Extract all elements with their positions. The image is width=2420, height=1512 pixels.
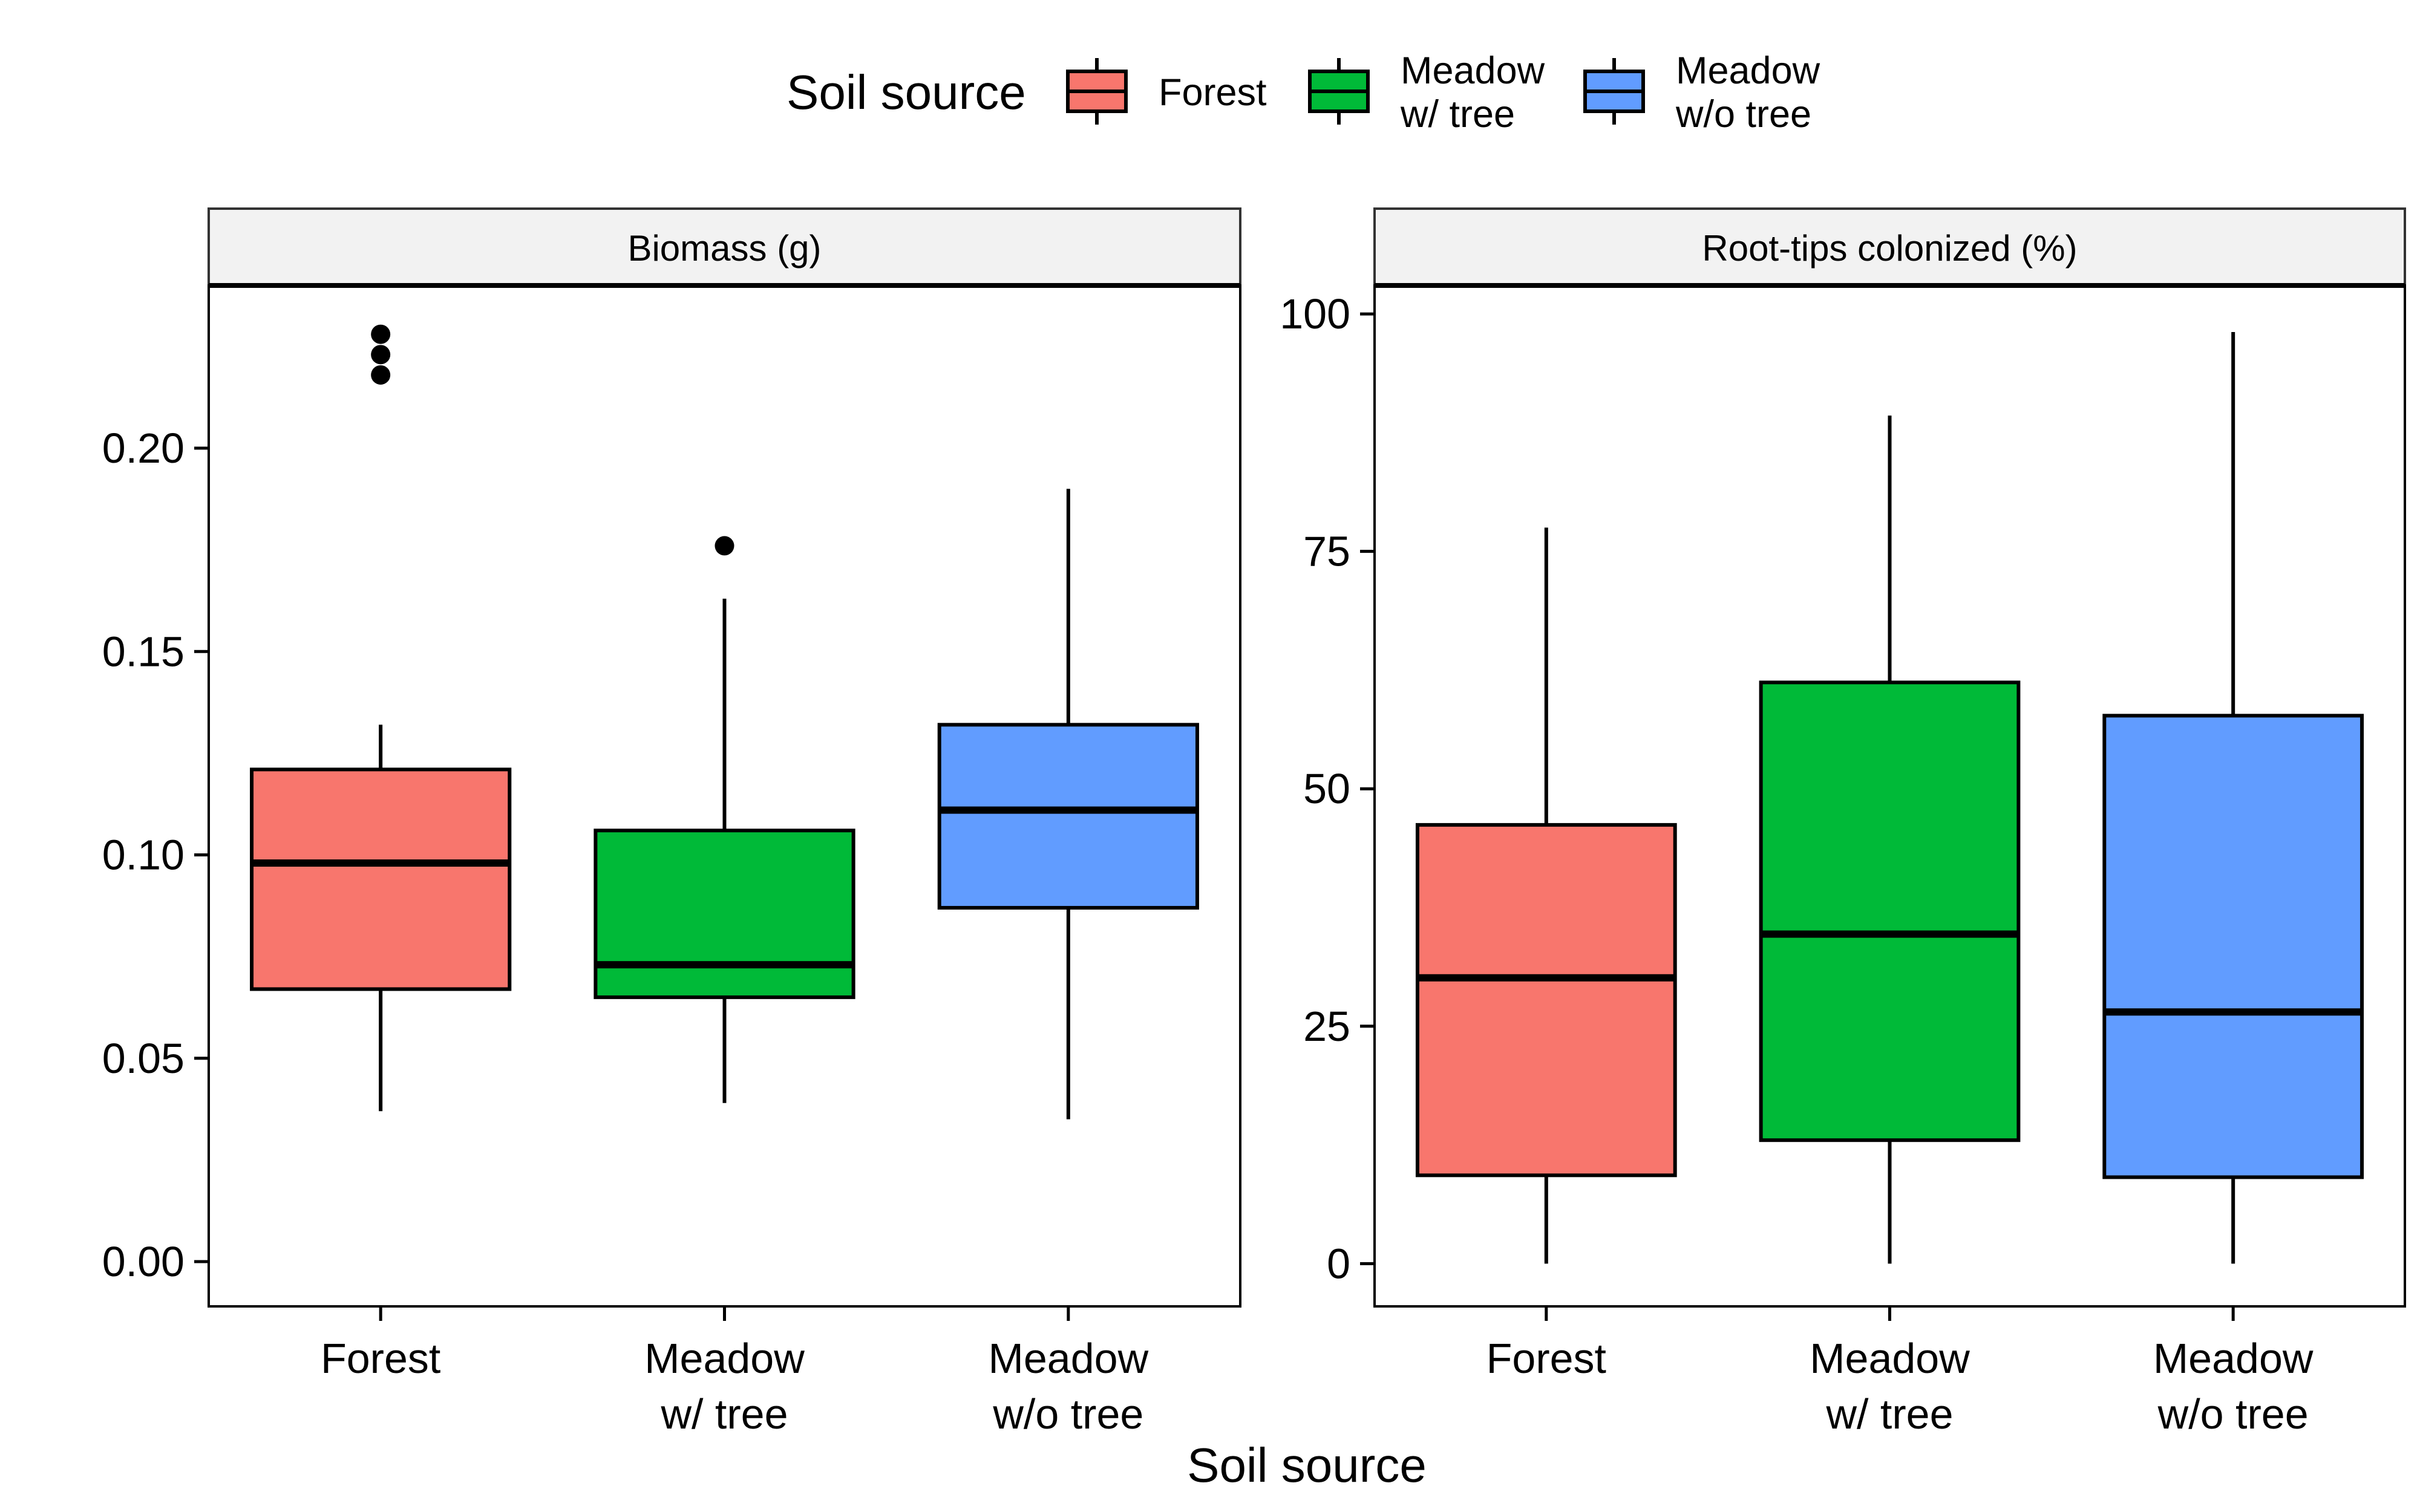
y-tick-label: 0.15 — [102, 628, 185, 675]
x-tick-label: Meadow — [2153, 1335, 2314, 1382]
box-group — [594, 536, 855, 1103]
x-tick-label: Forest — [321, 1335, 440, 1382]
x-tick-label: w/o tree — [992, 1390, 1143, 1438]
box-group — [1759, 415, 2021, 1264]
facet-strip — [208, 207, 1241, 287]
box-group — [1415, 527, 1677, 1264]
facet-title: Root-tips colonized (%) — [1702, 228, 2077, 269]
y-tick-label: 0.05 — [102, 1035, 185, 1082]
box — [594, 829, 855, 999]
outlier-point — [371, 345, 391, 365]
box — [2102, 714, 2364, 1179]
box — [250, 767, 512, 991]
box — [1759, 680, 2021, 1142]
y-tick-label: 0 — [1327, 1240, 1350, 1287]
y-tick-label: 0.20 — [102, 425, 185, 472]
x-tick-label: w/o tree — [2157, 1390, 2309, 1438]
legend-label: w/ tree — [1400, 93, 1515, 135]
outlier-point — [371, 324, 391, 344]
x-tick-label: Meadow — [1810, 1335, 1970, 1382]
x-tick-label: Meadow — [644, 1335, 805, 1382]
legend-label: Meadow — [1676, 50, 1820, 92]
panels: Biomass (g) 0.00 0.05 0.10 0.15 0.20 Forest Mea… — [102, 207, 2406, 1438]
facet-title: Biomass (g) — [627, 228, 821, 269]
x-tick-label: w/ tree — [660, 1390, 788, 1438]
x-tick-label: w/ tree — [1825, 1390, 1953, 1438]
box-group — [2102, 331, 2364, 1264]
outlier-point — [371, 365, 391, 385]
y-tick-label: 50 — [1303, 765, 1350, 812]
panel: Biomass (g) 0.00 0.05 0.10 0.15 0.20 Forest Mea… — [102, 207, 1241, 1438]
y-tick-label: 75 — [1303, 528, 1350, 575]
legend-label: Meadow — [1401, 50, 1545, 92]
x-tick-label: Forest — [1486, 1335, 1606, 1382]
y-tick-label: 25 — [1303, 1003, 1350, 1050]
legend-label: w/o tree — [1675, 93, 1811, 135]
legend-title: Soil source — [786, 65, 1026, 119]
box — [937, 723, 1199, 910]
outlier-point — [715, 536, 734, 556]
y-tick-label: 0.10 — [102, 832, 185, 879]
panel: Root-tips colonized (%) 0 25 50 75 100 Forest M… — [1280, 207, 2406, 1438]
box-group — [937, 489, 1199, 1119]
y-tick-label: 100 — [1280, 290, 1350, 337]
box-group — [250, 324, 512, 1112]
legend-item: Forest — [1066, 58, 1267, 125]
box — [1415, 823, 1677, 1178]
x-tick-label: Meadow — [989, 1335, 1149, 1382]
legend-label: Forest — [1159, 71, 1267, 114]
x-axis-title: Soil source — [1187, 1438, 1427, 1492]
y-tick-label: 0.00 — [102, 1238, 185, 1285]
